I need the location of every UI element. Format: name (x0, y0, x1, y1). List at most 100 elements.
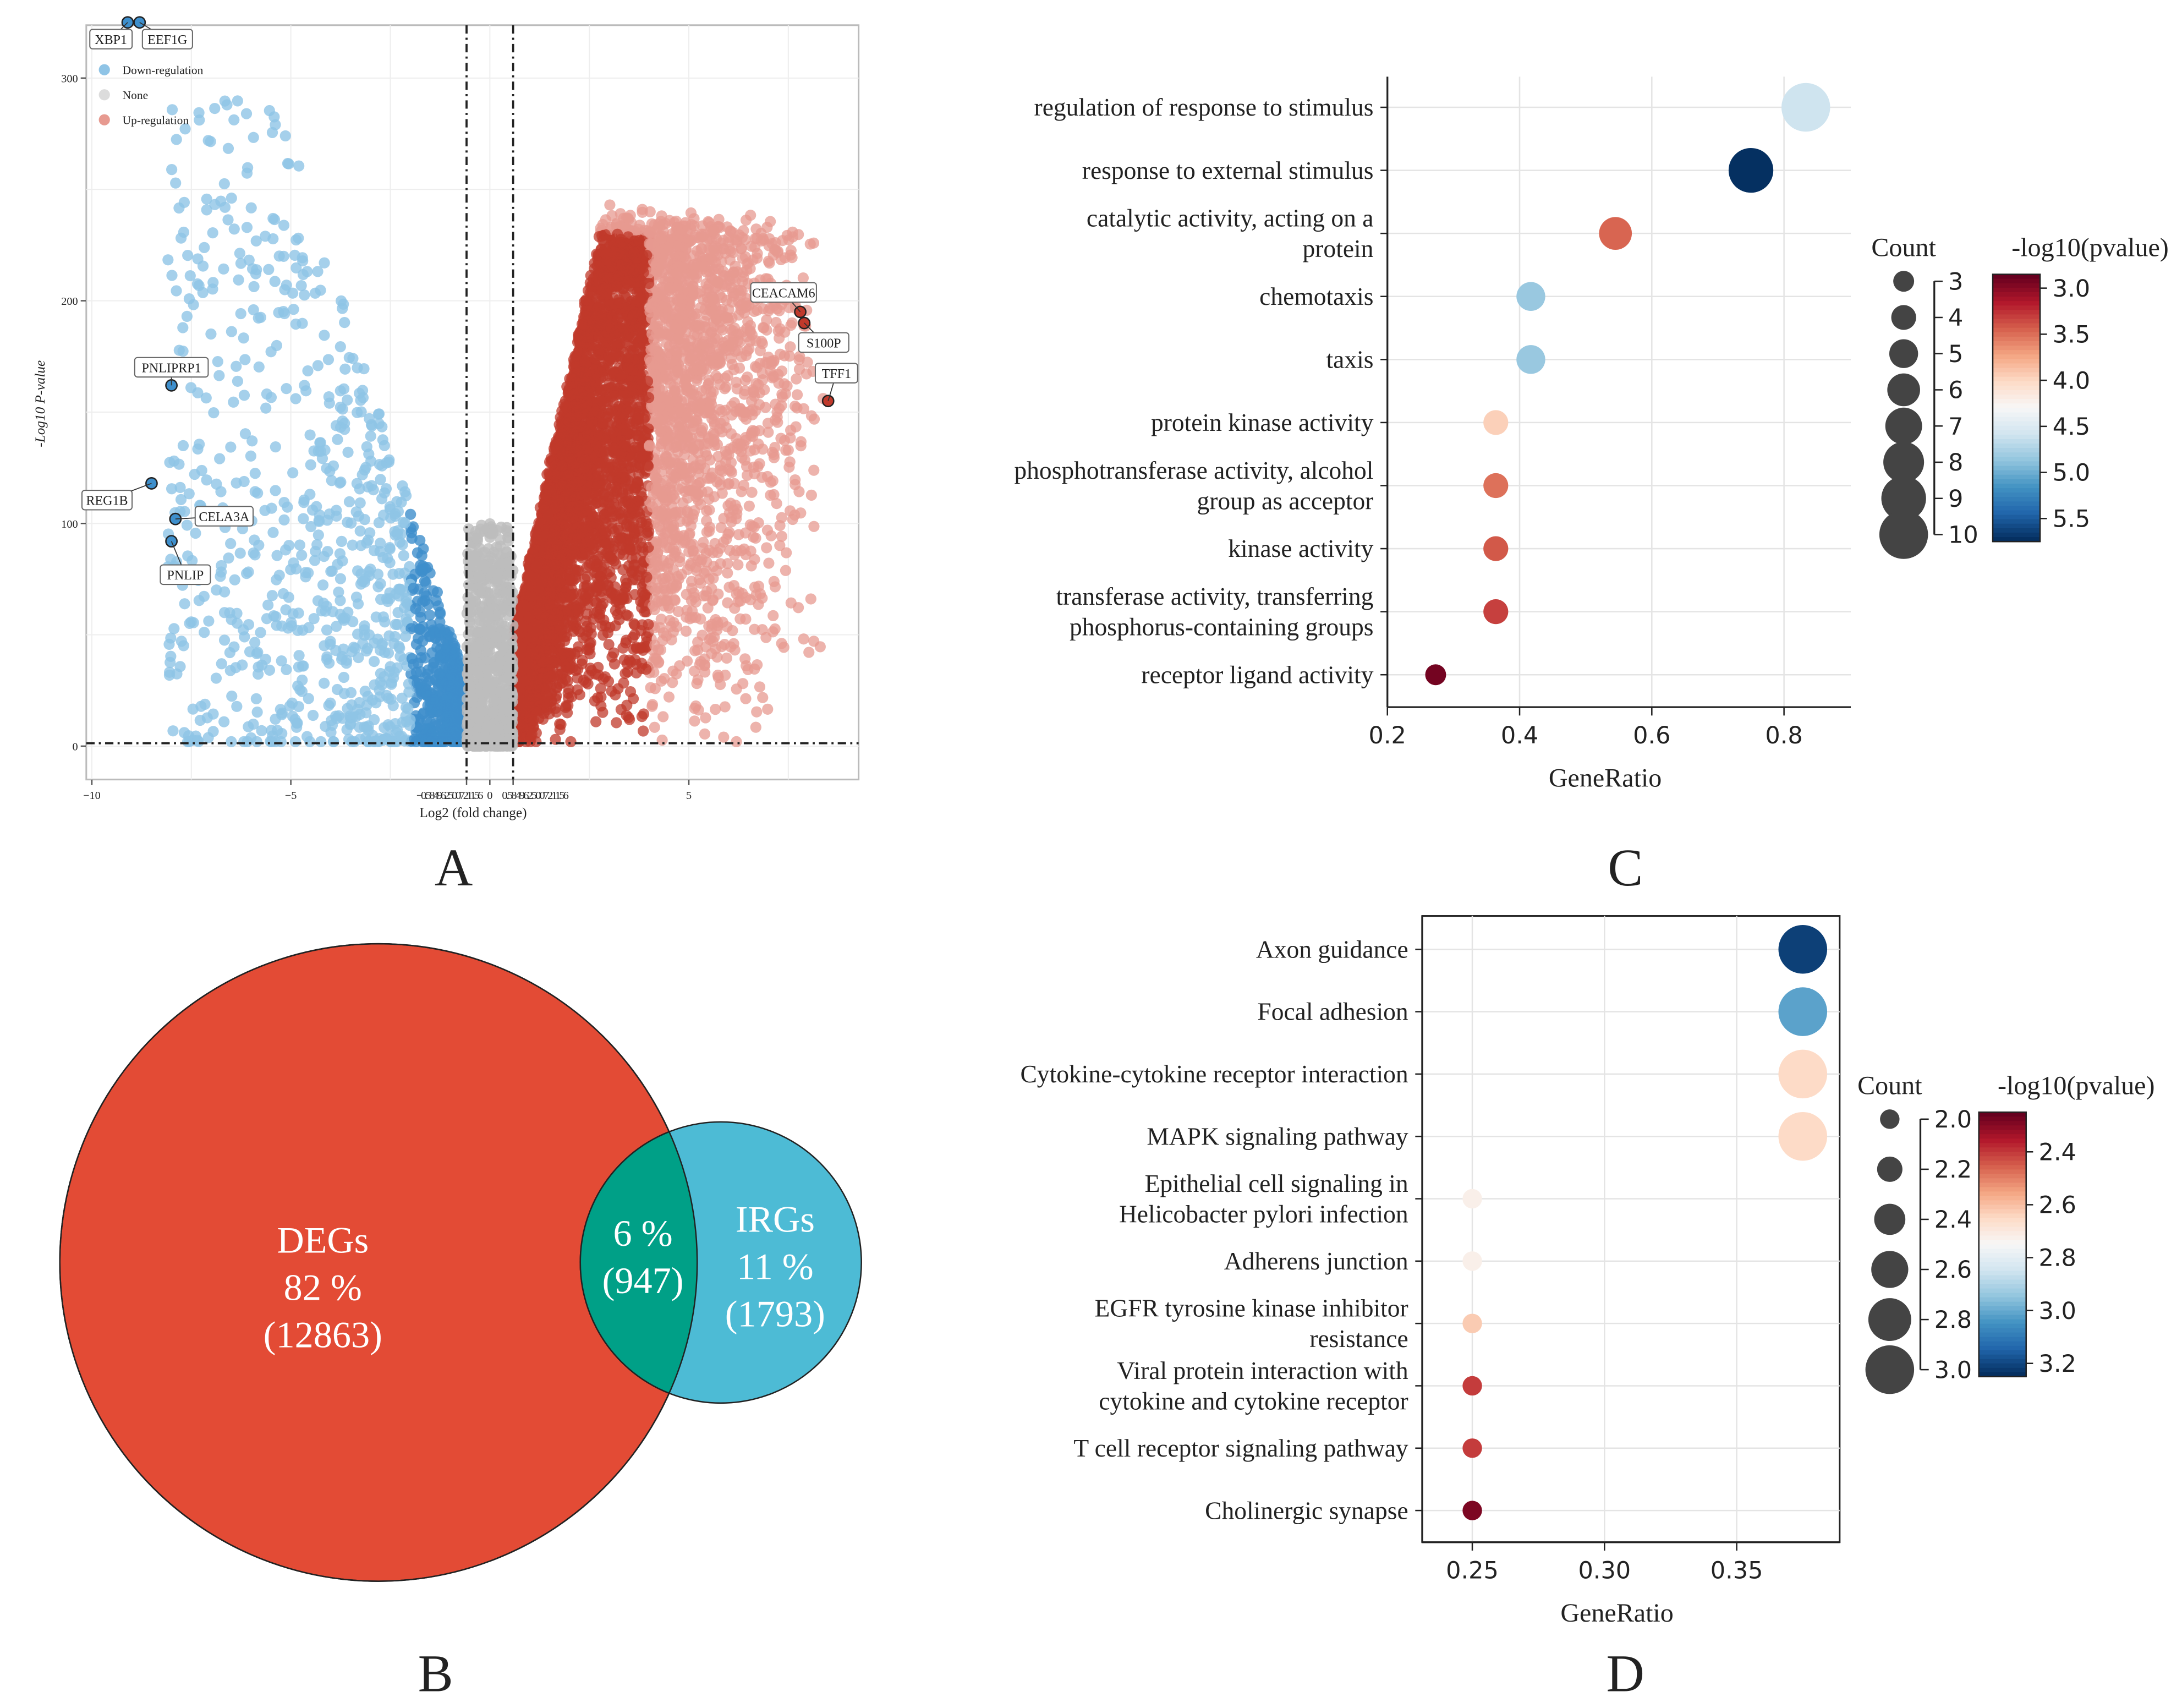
up-point (686, 576, 698, 587)
up-point (763, 426, 774, 438)
up-point (808, 464, 820, 476)
up-point (798, 633, 809, 645)
up-point (699, 728, 711, 740)
up-point (776, 365, 788, 377)
up-point (762, 703, 774, 715)
up-point (663, 691, 675, 703)
up-point (743, 500, 755, 512)
up-point (768, 371, 780, 383)
up-point (646, 700, 658, 712)
up-point (763, 557, 775, 569)
up-point (725, 641, 737, 653)
up-point (797, 272, 809, 284)
up-point (731, 683, 742, 695)
up-point (741, 461, 753, 472)
up-point (747, 521, 758, 532)
up-point (709, 419, 721, 431)
up-point (791, 389, 803, 401)
volcano-plot: XBP1 EEF1GPNLIPRP1REG1BCELA3APNLIPCEACAM6… (32, 16, 860, 820)
up-point (774, 540, 786, 551)
up-point (757, 692, 769, 703)
up-point (710, 704, 721, 715)
up-point (649, 721, 660, 733)
up-point (704, 504, 715, 516)
up-point (740, 613, 752, 625)
up-point (793, 229, 804, 240)
up-point (604, 199, 616, 211)
up-point (655, 675, 667, 687)
up-point (692, 636, 704, 648)
up-point (749, 554, 760, 565)
up-point (590, 716, 602, 727)
up-point (785, 319, 797, 331)
up-point (780, 445, 792, 456)
up-point (767, 610, 779, 621)
up-point (733, 529, 744, 540)
up-point (768, 576, 780, 587)
up-point (780, 565, 792, 576)
up-point (767, 475, 778, 487)
up-point (689, 715, 700, 727)
up-point (805, 489, 817, 501)
up-point (541, 704, 553, 715)
up-point (803, 647, 815, 658)
up-point (602, 676, 615, 687)
up-point (785, 424, 797, 436)
up-point (595, 691, 607, 703)
up-point (701, 526, 712, 538)
up-point (750, 223, 762, 235)
up-point (764, 216, 776, 227)
up-point (765, 489, 776, 501)
up-point (715, 522, 727, 533)
up-point (710, 256, 721, 268)
up-point (623, 714, 635, 725)
up-point (771, 497, 782, 510)
up-point (778, 378, 790, 390)
up-point (718, 415, 730, 427)
up-point (751, 706, 763, 718)
up-point (597, 707, 608, 718)
up-point (749, 581, 761, 593)
up-point (735, 243, 747, 255)
up-point (776, 638, 787, 649)
up-point (608, 368, 619, 379)
up-point (681, 655, 693, 667)
up-point (689, 645, 701, 656)
up-point (754, 681, 766, 693)
up-point (625, 656, 637, 668)
up-point (805, 593, 816, 605)
up-point (657, 711, 669, 722)
up-point (720, 381, 732, 393)
up-point (723, 478, 734, 489)
up-point (808, 521, 820, 532)
up-point (748, 531, 759, 543)
up-point (554, 724, 566, 735)
up-point (740, 693, 752, 704)
up-point (739, 374, 751, 386)
up-point (715, 678, 726, 691)
up-point (700, 712, 711, 724)
up-point (667, 665, 679, 677)
up-point (639, 606, 650, 617)
up-point (749, 623, 760, 635)
up-point (720, 248, 731, 259)
up-point (776, 530, 788, 542)
up-point (722, 528, 734, 540)
up-point (787, 513, 798, 525)
up-point (795, 507, 807, 519)
up-point (792, 602, 804, 614)
up-point (656, 734, 668, 746)
up-point (580, 677, 591, 688)
up-point (637, 725, 649, 737)
up-point (612, 683, 624, 694)
up-point (636, 711, 648, 722)
up-point (655, 614, 667, 625)
up-point (721, 652, 732, 664)
up-point (776, 512, 787, 523)
up-point (784, 456, 796, 468)
up-point (781, 229, 793, 241)
up-point (661, 451, 672, 462)
up-point (741, 660, 752, 672)
up-point (565, 736, 577, 747)
